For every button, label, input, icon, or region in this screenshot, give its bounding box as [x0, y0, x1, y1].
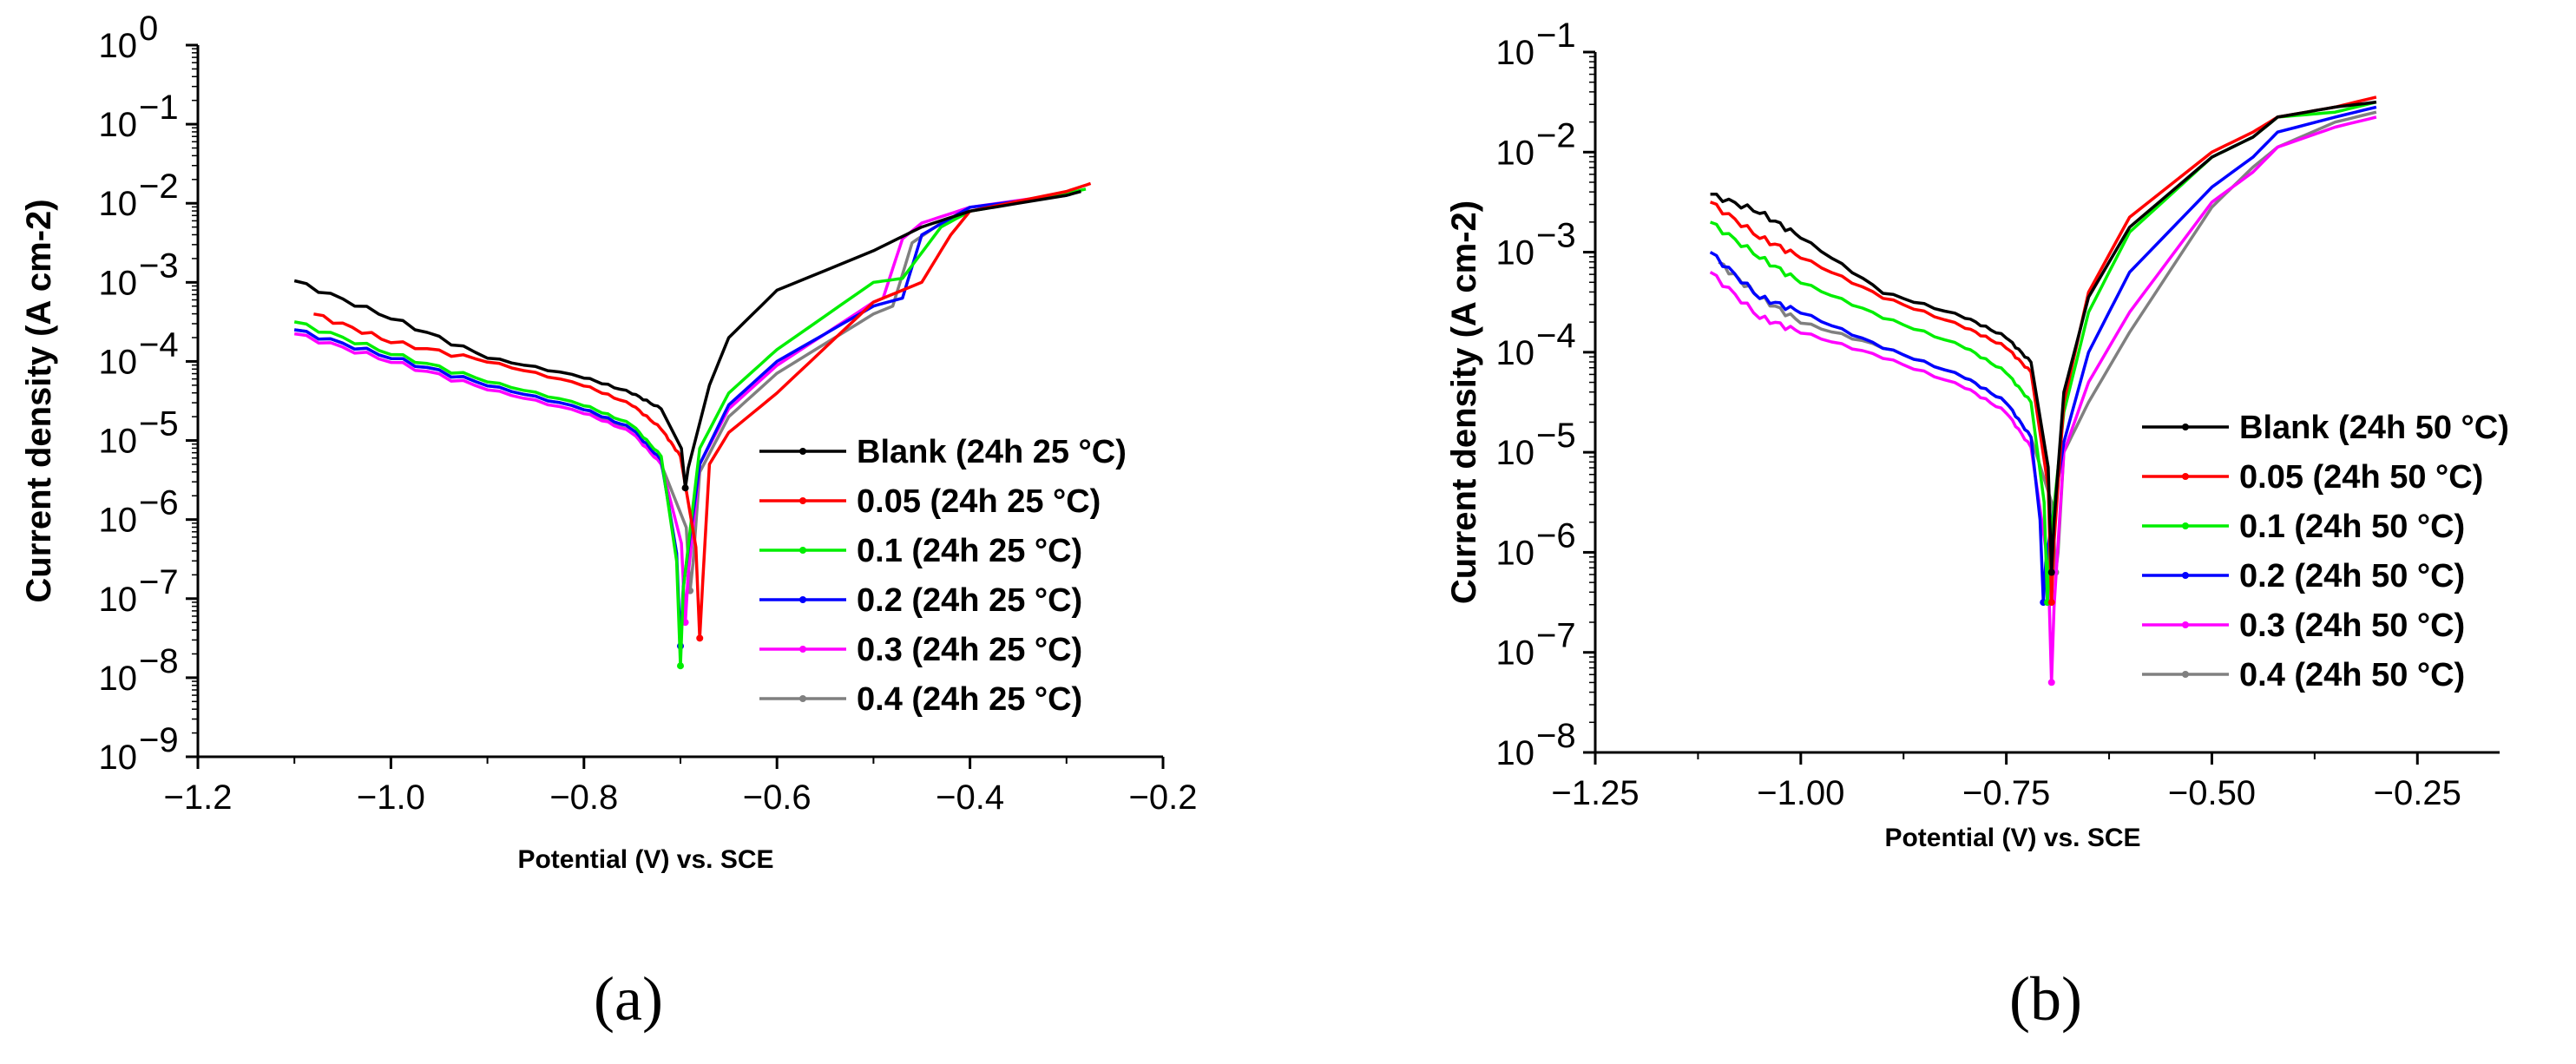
legend-marker-4 — [2182, 621, 2189, 628]
y-tick-label: 10 — [1496, 134, 1535, 172]
y-tick-exponent: −7 — [1536, 617, 1576, 655]
panel-a-chart: −1.2 −1.0 −0.8 −0.6 −0.4 −0.210 010 −110 −210 −31… — [20, 10, 1197, 1034]
y-axis-title: Current density (A cm-2) — [20, 199, 58, 602]
y-tick-label: 10 — [1496, 634, 1535, 673]
legend-marker-1 — [799, 497, 806, 504]
legend-marker-2 — [2182, 522, 2189, 529]
legend-marker-1 — [2182, 473, 2189, 480]
y-tick-label: 10 — [99, 343, 138, 381]
legend-label-4: 0.3 (24h 25 °C) — [857, 632, 1082, 668]
y-tick-exponent: −6 — [139, 484, 179, 522]
series-min-marker-4 — [2047, 679, 2055, 686]
legend-label-0: Blank (24h 50 °C) — [2239, 410, 2509, 446]
y-tick-exponent: −6 — [1536, 516, 1576, 555]
legend-label-0: Blank (24h 25 °C) — [857, 434, 1127, 470]
y-tick-exponent: −2 — [139, 167, 179, 206]
legend-label-1: 0.05 (24h 50 °C) — [2239, 459, 2483, 496]
y-tick-label: 10 — [99, 185, 138, 223]
y-tick-exponent: −2 — [1536, 116, 1576, 154]
y-tick-exponent: 0 — [139, 10, 158, 48]
series-line-0 — [293, 189, 1081, 489]
legend-marker-3 — [2182, 572, 2189, 579]
series-line-0 — [1710, 100, 2377, 575]
legend-label-3: 0.2 (24h 50 °C) — [2239, 558, 2465, 594]
legend-label-5: 0.4 (24h 25 °C) — [857, 681, 1082, 718]
y-tick-exponent: −8 — [139, 642, 179, 680]
x-tick-label: −0.2 — [1129, 778, 1198, 817]
y-tick-label: 10 — [99, 660, 138, 698]
y-tick-label: 10 — [99, 423, 138, 461]
series-min-marker-2 — [677, 662, 684, 670]
y-tick-label: 10 — [99, 581, 138, 619]
legend-marker-0 — [2182, 424, 2189, 430]
x-tick-label: −0.75 — [1962, 774, 2050, 812]
x-axis-title: Potential (V) vs. SCE — [517, 845, 773, 874]
legend-label-5: 0.4 (24h 50 °C) — [2239, 657, 2465, 693]
x-tick-label: −1.2 — [164, 778, 233, 817]
legend-marker-2 — [799, 547, 806, 554]
y-tick-exponent: −1 — [1536, 16, 1576, 55]
legend-marker-4 — [799, 646, 806, 653]
series-min-marker-0 — [681, 484, 689, 492]
legend-marker-5 — [2182, 671, 2189, 678]
y-tick-label: 10 — [1496, 434, 1535, 472]
y-tick-label: 10 — [1496, 334, 1535, 372]
y-tick-label: 10 — [1496, 234, 1535, 273]
y-tick-label: 10 — [1496, 534, 1535, 572]
legend-label-2: 0.1 (24h 25 °C) — [857, 533, 1082, 569]
x-tick-label: −0.50 — [2168, 774, 2256, 812]
y-tick-label: 10 — [99, 739, 138, 777]
series-min-marker-1 — [696, 634, 704, 642]
series-line-3 — [293, 189, 1077, 648]
panel-caption: (a) — [594, 964, 663, 1034]
y-tick-exponent: −4 — [1536, 317, 1576, 355]
x-tick-label: −0.8 — [549, 778, 618, 817]
panel-caption: (b) — [2009, 964, 2082, 1034]
y-tick-label: 10 — [99, 106, 138, 144]
series-min-marker-0 — [2047, 568, 2055, 576]
legend-label-1: 0.05 (24h 25 °C) — [857, 483, 1101, 520]
series-min-marker-1 — [2047, 599, 2055, 607]
legend-marker-3 — [799, 596, 806, 603]
y-tick-exponent: −5 — [139, 405, 179, 443]
legend-marker-5 — [799, 695, 806, 702]
y-tick-exponent: −4 — [139, 325, 179, 364]
x-tick-label: −0.25 — [2374, 774, 2461, 812]
y-tick-exponent: −1 — [139, 89, 179, 127]
y-tick-exponent: −7 — [139, 563, 179, 601]
x-tick-label: −0.4 — [936, 778, 1004, 817]
y-tick-exponent: −5 — [1536, 417, 1576, 455]
x-tick-label: −1.0 — [357, 778, 425, 817]
legend-label-2: 0.1 (24h 50 °C) — [2239, 509, 2465, 545]
x-tick-label: −1.00 — [1757, 774, 1844, 812]
series-line-4 — [1709, 115, 2377, 685]
y-tick-label: 10 — [99, 27, 138, 65]
legend-label-4: 0.3 (24h 50 °C) — [2239, 608, 2465, 644]
legend-label-3: 0.2 (24h 25 °C) — [857, 582, 1082, 619]
y-tick-label: 10 — [1496, 734, 1535, 772]
legend-marker-0 — [799, 448, 806, 455]
series-line-5 — [293, 189, 1077, 593]
x-tick-label: −0.6 — [743, 778, 812, 817]
x-tick-label: −1.25 — [1551, 774, 1639, 812]
y-tick-label: 10 — [1496, 34, 1535, 72]
y-tick-label: 10 — [99, 264, 138, 302]
y-tick-exponent: −9 — [139, 721, 179, 759]
series-line-1 — [1710, 95, 2377, 604]
y-tick-exponent: −3 — [139, 246, 179, 285]
y-tick-exponent: −3 — [1536, 217, 1576, 255]
x-axis-title: Potential (V) vs. SCE — [1884, 824, 2140, 852]
series-line-3 — [1709, 105, 2377, 604]
y-axis-title: Current density (A cm-2) — [1445, 200, 1483, 604]
y-tick-exponent: −8 — [1536, 717, 1576, 755]
series-line-2 — [293, 187, 1087, 667]
y-tick-label: 10 — [99, 502, 138, 540]
